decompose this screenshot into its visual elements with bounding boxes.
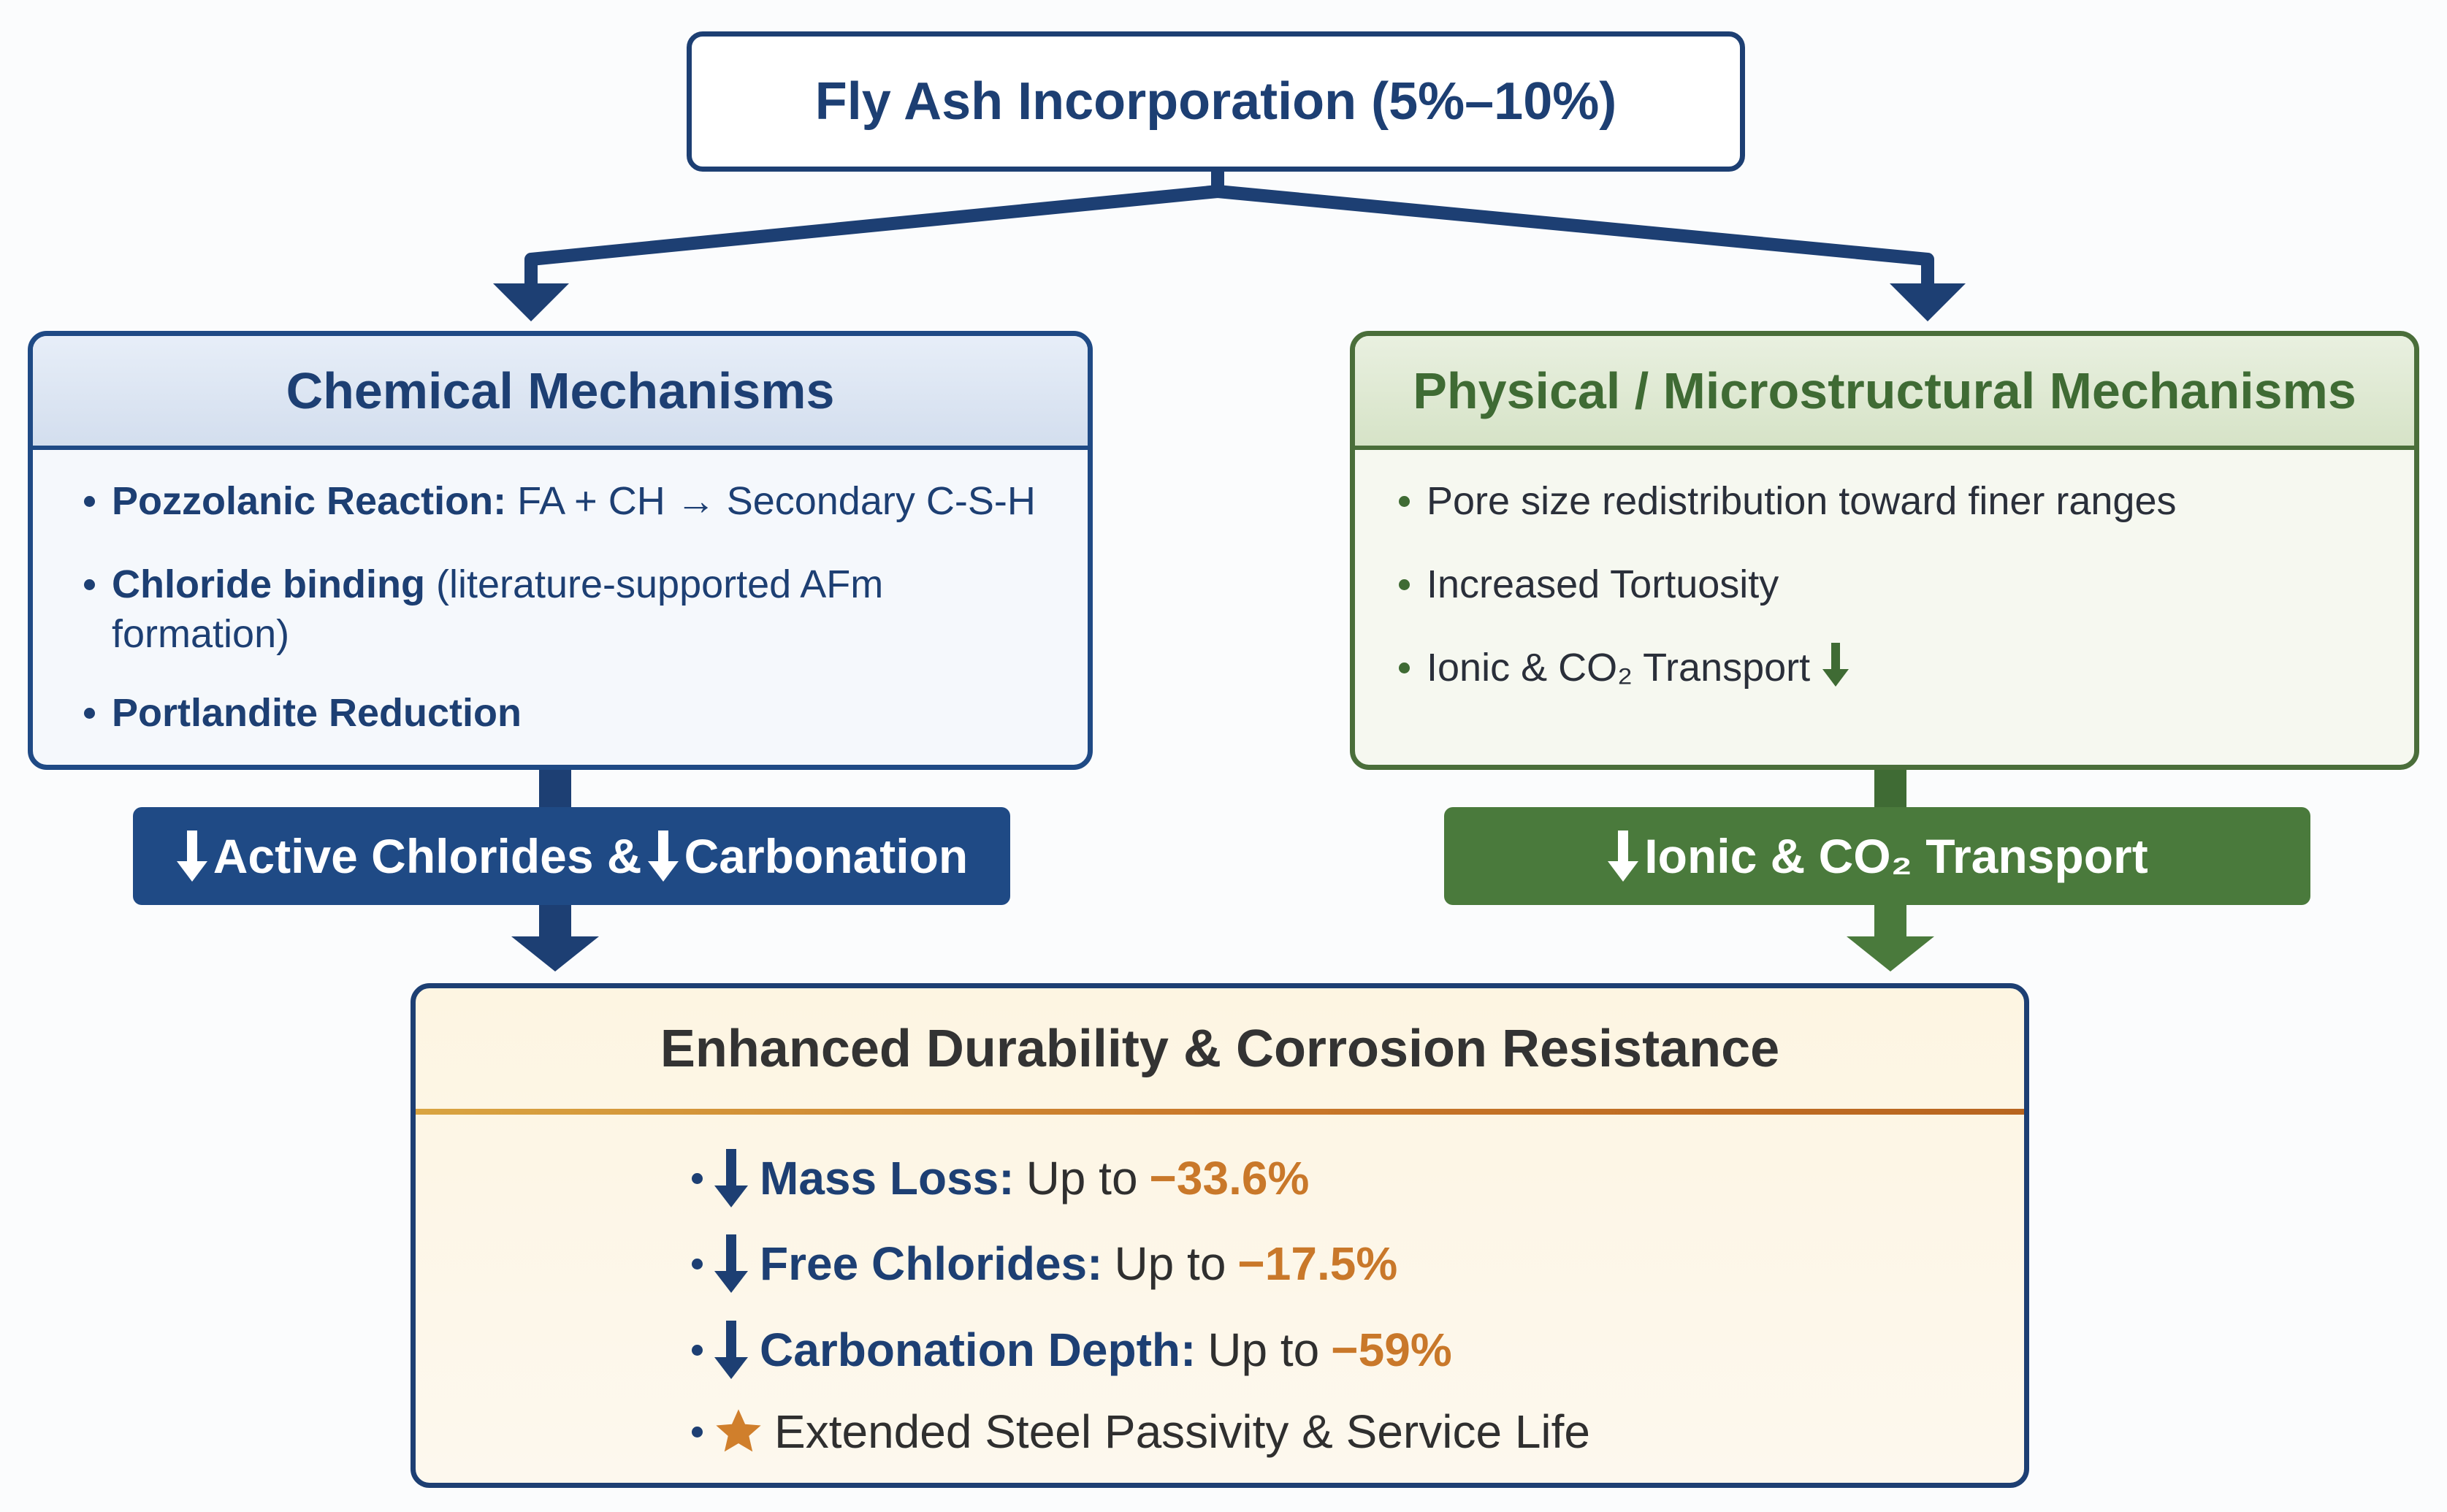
item: Pore size redistribution toward finer ra… [1399,476,2385,526]
item: Chloride binding (literature-supported A… [84,560,1058,659]
physical-title: Physical / Microstructural Mechanisms [1355,336,2414,450]
item: Increased Tortuosity [1399,560,2385,609]
down-arrow-icon [714,1149,748,1207]
item: Pozzolanic Reaction: FA + CH → Secondary… [84,476,1058,526]
top-box: Fly Ash Incorporation (5%–10%) [687,31,1745,172]
chemical-outcome: Active Chlorides & Carbonation [133,807,1010,905]
text: Pore size redistribution toward finer ra… [1427,479,2177,523]
chemical-box: Chemical Mechanisms Pozzolanic Reaction:… [28,331,1093,770]
item: Carbonation Depth: Up to −59% [692,1321,1452,1379]
bullet [692,1344,703,1356]
label: Chloride binding [112,562,425,606]
text: Enhanced Durability & Corrosion Resistan… [660,1019,1780,1078]
result-box: Enhanced Durability & Corrosion Resistan… [411,983,2029,1488]
text: Extended Steel Passivity & Service Life [774,1405,1590,1458]
text: Increased Tortuosity [1427,562,1779,606]
value: −59% [1331,1324,1452,1376]
connector [539,767,571,811]
label: Free Chlorides: [760,1237,1103,1290]
arrow-head [1847,936,1934,971]
label: Portlandite Reduction [112,691,522,735]
bullet [84,708,95,719]
text: FA + CH → Secondary C-S-H [517,479,1036,523]
label: Carbonation Depth: [760,1324,1196,1376]
bullet [692,1426,703,1437]
title: Fly Ash Incorporation (5%–10%) [814,72,1617,131]
label: Mass Loss: [760,1152,1015,1204]
connector-left [524,172,1224,292]
bullet [1399,663,1410,673]
bullet [84,579,95,590]
down-arrow-icon [176,831,207,882]
text: Active Chlorides & [213,829,642,883]
text: Carbonation [684,829,969,883]
item: Free Chlorides: Up to −17.5% [692,1234,1397,1293]
connector-right [1217,185,1934,292]
star-icon [716,1409,761,1452]
bullet [84,496,95,507]
chemical-title: Chemical Mechanisms [33,336,1088,450]
text: Up to [1207,1324,1320,1376]
bullet [692,1172,703,1184]
text: Up to [1026,1152,1138,1204]
divider [416,1109,2024,1115]
value: −33.6% [1149,1152,1310,1204]
connector [1874,767,1906,811]
item: Ionic & CO₂ Transport [1399,643,2385,692]
text: Ionic & CO₂ Transport [1427,646,1811,690]
connector [1874,902,1906,942]
bullet [1399,496,1410,507]
item: Extended Steel Passivity & Service Life [692,1405,1590,1459]
item: Portlandite Reduction [84,688,1058,738]
arrow-head [1890,283,1966,321]
physical-box: Physical / Microstructural Mechanisms Po… [1350,331,2419,770]
text: Ionic & CO₂ Transport [1644,829,2148,883]
bullet [692,1258,703,1269]
down-arrow-icon [1822,643,1849,687]
down-arrow-icon [714,1234,748,1293]
value: −17.5% [1237,1237,1398,1290]
arrow-head [511,936,599,971]
down-arrow-icon [647,831,679,882]
text: Up to [1114,1237,1226,1290]
connector [539,902,571,942]
bullet [1399,579,1410,590]
label: Pozzolanic Reaction: [112,479,507,523]
result-title: Enhanced Durability & Corrosion Resistan… [416,988,2024,1109]
text: (literature-supported AFm formation) [112,562,884,656]
item: Mass Loss: Up to −33.6% [692,1149,1309,1207]
down-arrow-icon [1608,831,1639,882]
down-arrow-icon [714,1321,748,1379]
arrow-head [493,283,569,321]
physical-outcome: Ionic & CO₂ Transport [1444,807,2310,905]
